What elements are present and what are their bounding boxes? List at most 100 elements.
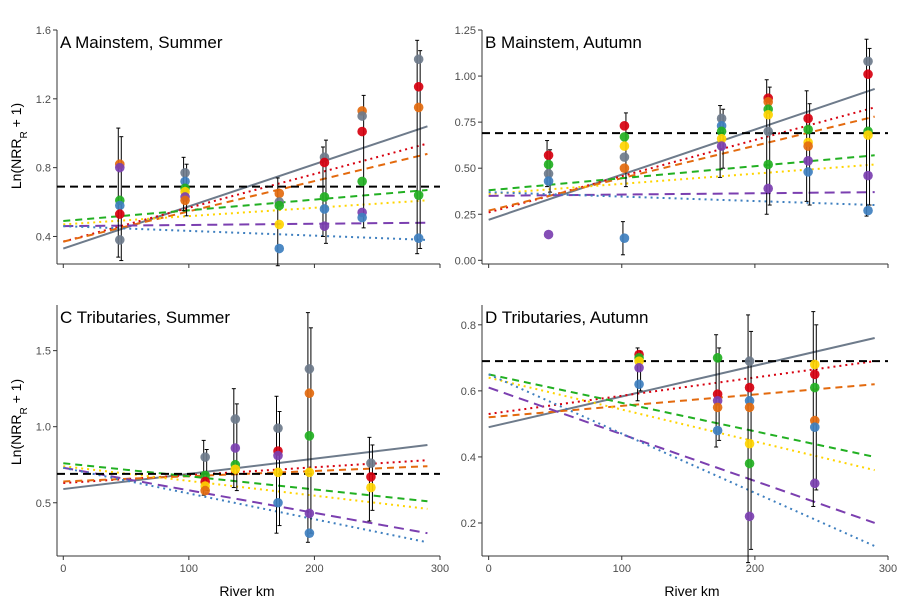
data-point-red [619,121,630,131]
data-point-grey [763,126,773,137]
data-point-blue [803,167,813,177]
trend-line-blue [63,225,428,241]
trend-line-blue [63,466,428,544]
x-tick-label: 300 [879,563,897,575]
data-point-grey [273,423,283,434]
data-point-purple [273,450,283,461]
panel-b-mainstem-autumn: B Mainstem, Autumn 0.00 0.25 0.50 0.75 1.00 1… [455,25,889,268]
data-point-grey [366,458,376,469]
y-tick-label: 0.4 [36,231,51,243]
y-tick-label: 1.6 [36,25,51,37]
y-tick-label: 1.5 [36,346,51,358]
data-point-grey [863,56,873,67]
data-point-grey [413,54,424,65]
y-tick-label: 0.8 [36,163,51,175]
data-point-yellow [230,464,241,475]
data-point-yellow [274,219,285,230]
y-tick-label: 0.25 [455,209,476,221]
trend-line-purple [63,221,428,228]
data-point-grey [200,452,210,462]
trend-line-orange [488,383,875,419]
data-point-green [274,200,285,211]
data-point-red [114,209,125,219]
data-point-orange [763,97,773,107]
data-point-red [357,126,367,137]
y-tick-label: 0.00 [455,255,476,267]
y-tick-label: 0.75 [455,117,476,129]
trend-line-purple [488,386,876,524]
x-axis-title: River km [664,583,719,599]
data-point-red [744,382,755,393]
data-point-orange [180,195,190,206]
x-tick-label: 0 [60,563,66,575]
data-point-yellow [763,109,773,120]
y-tick-label: 1.2 [36,94,51,106]
data-point-yellow [716,133,727,144]
data-point-red [319,157,330,168]
y-tick-label: 1.00 [455,71,476,83]
panel-title: A Mainstem, Summer [60,33,223,52]
data-point-orange [712,402,723,413]
data-point-orange [200,485,210,496]
panel-c-tributaries-summer: C Tributaries, Summer River km 0.5 1.0 1.5… [36,305,449,599]
y-tick-label: 1.25 [455,25,476,37]
trend-line-purple [488,191,875,197]
data-point-yellow [273,467,283,478]
data-point-purple [803,156,813,166]
data-point-yellow [619,141,630,151]
data-point-orange [744,402,755,413]
data-point-blue [712,425,723,436]
plot-area: 0.4 0.8 1.2 1.6 [36,25,441,268]
x-axis-title: River km [219,583,274,599]
panel-title: D Tributaries, Autumn [485,308,648,327]
y-tick-label: 1.0 [36,422,51,434]
data-point-green [763,159,773,170]
plot-area: 0.2 0.4 0.6 0.8 0 100 200 300 [461,305,897,575]
data-point-green [543,159,554,170]
data-point-yellow [809,359,820,370]
x-tick-label: 300 [431,563,449,575]
data-point-orange [413,102,424,113]
data-point-grey [230,414,241,424]
data-point-blue [744,395,755,406]
y-tick-label: 0.4 [461,452,476,464]
trend-line-grey [63,443,428,491]
data-point-blue [180,176,190,187]
data-point-green [357,176,367,187]
data-point-red [803,113,813,124]
data-point-blue [634,379,644,390]
trend-line-grey [488,88,876,221]
data-point-blue [863,205,873,216]
data-point-red [809,369,820,380]
data-point-green [304,431,315,441]
data-point-yellow [634,356,644,366]
x-tick-label: 100 [180,563,198,575]
data-point-purple [634,362,644,373]
data-point-blue [274,243,285,254]
panel-a-mainstem-summer: A Mainstem, Summer 0.4 0.8 1.2 1.6 [36,25,441,268]
data-point-yellow [744,438,755,449]
data-point-red [863,69,873,80]
panel-title: C Tributaries, Summer [60,308,230,327]
data-point-grey [543,168,554,179]
data-point-blue [304,528,315,538]
data-point-purple [114,162,125,173]
trend-line-yellow [488,163,875,195]
data-point-purple [712,395,723,406]
data-point-purple [716,141,727,151]
trend-line-purple [63,466,428,535]
trend-line-yellow [488,376,875,472]
trend-line-red [488,360,875,415]
trend-line-green [488,154,875,192]
data-point-blue [357,212,367,223]
data-point-green [803,124,813,135]
panel-d-tributaries-autumn: D Tributaries, Autumn River km 0.2 0.4 0.6… [461,305,897,599]
data-point-grey [357,111,367,121]
data-point-grey [744,356,755,366]
x-tick-label: 100 [613,563,631,575]
data-point-purple [543,229,554,240]
trend-line-orange [63,152,428,243]
data-point-grey [619,152,630,162]
data-point-grey [716,113,727,124]
data-point-purple [304,508,315,519]
